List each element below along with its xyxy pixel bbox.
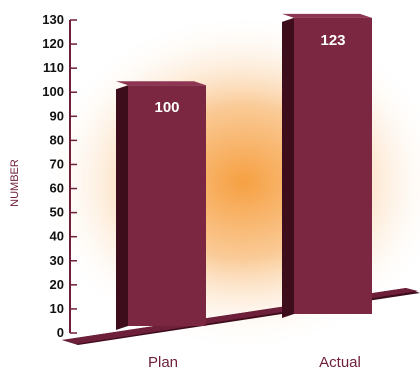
bar-value-label: 100 <box>154 99 179 116</box>
y-tick-label: 130 <box>42 12 64 27</box>
y-tick-label: 80 <box>50 132 64 147</box>
bar-actual <box>282 13 372 318</box>
y-tick-label: 70 <box>50 156 64 171</box>
bar-front-face <box>294 17 372 314</box>
bar-top-face <box>116 81 206 86</box>
y-axis-label: NUMBER <box>9 159 21 207</box>
y-tick-label: 40 <box>50 229 64 244</box>
y-tick-label: 60 <box>50 181 64 196</box>
x-category-label: Actual <box>319 354 361 371</box>
y-tick-label: 100 <box>42 84 64 99</box>
y-tick-label: 30 <box>50 253 64 268</box>
y-tick-label: 20 <box>50 277 64 292</box>
bar-front-face <box>128 85 206 326</box>
x-category-label: Plan <box>148 354 178 371</box>
y-tick-label: 50 <box>50 205 64 220</box>
y-tick-label: 90 <box>50 108 64 123</box>
y-tick-label: 110 <box>43 60 64 75</box>
y-tick-label: 10 <box>50 301 64 316</box>
bar-side-face <box>282 17 294 318</box>
bar-value-label: 123 <box>320 32 345 49</box>
y-tick-label: 120 <box>42 36 64 51</box>
bar-plan <box>116 81 206 330</box>
bar-side-face <box>116 85 128 330</box>
y-tick-label: 0 <box>57 325 64 340</box>
bar-top-face <box>282 13 372 18</box>
